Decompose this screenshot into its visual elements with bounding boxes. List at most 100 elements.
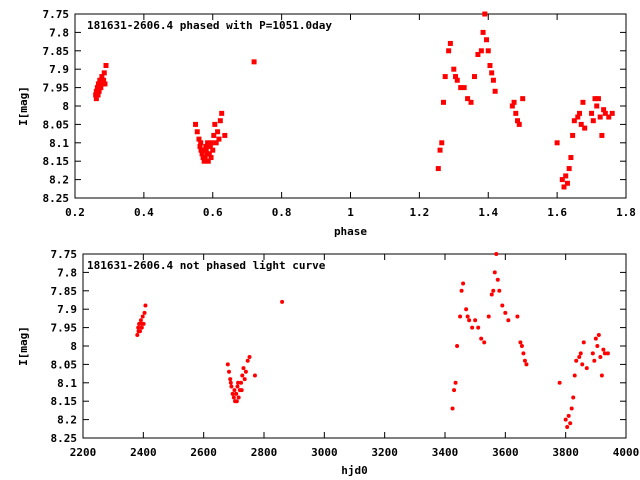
data-point [575,114,581,120]
x-tick-label: 2400 [130,446,157,459]
data-point [609,110,615,116]
data-point [234,399,239,404]
data-point [235,384,240,389]
data-point [601,347,606,352]
data-point [93,88,99,94]
x-axis-label: hjd0 [341,464,368,477]
data-point [203,143,209,149]
data-point [239,380,244,385]
data-point [240,373,245,378]
data-point [193,121,199,127]
data-point [210,147,216,153]
plot-frame [82,253,627,439]
data-point [216,136,222,142]
data-point [197,143,203,149]
data-point [592,358,597,363]
data-point [485,48,491,54]
data-point [554,140,560,146]
y-tick-label: 7.85 [51,285,78,298]
data-point [509,103,515,109]
y-tick-label: 7.75 [51,248,78,261]
x-tick-label: 3800 [552,446,579,459]
data-point [468,99,474,105]
data-point [231,395,236,400]
data-point [563,173,569,179]
data-point [96,88,102,94]
data-point [135,332,140,337]
data-point [511,99,517,105]
y-tick-label: 8.15 [43,155,70,168]
y-axis-label: I[mag] [17,86,30,126]
data-point [521,351,526,356]
x-tick-label: 0.4 [134,206,154,219]
data-point [580,99,586,105]
data-point [458,85,464,91]
y-tick-label: 7.8 [49,26,69,39]
y-tick-label: 8.15 [51,395,78,408]
data-point [601,107,607,113]
data-point [571,118,577,124]
data-point [97,77,103,83]
data-point [450,406,455,411]
data-point [236,395,241,400]
data-point [563,417,568,422]
data-point [522,358,527,363]
data-point [440,99,446,105]
data-point [136,329,141,334]
data-point [593,336,598,341]
data-point [561,184,567,190]
data-point [228,377,233,382]
x-tick-label: 3200 [371,446,398,459]
data-point [482,340,487,345]
x-tick-label: 0.8 [272,206,292,219]
data-point [581,340,586,345]
y-tick-label: 8.05 [51,358,78,371]
x-tick-label: 2600 [190,446,217,459]
data-point [519,344,524,348]
data-point [606,114,612,120]
data-point [453,74,459,80]
data-point [101,70,107,76]
data-point [143,303,148,308]
data-point [559,177,565,183]
data-point [251,59,257,65]
data-point [478,48,484,54]
data-point [497,288,502,293]
x-tick-label: 3600 [492,446,519,459]
x-tick-label: 1.2 [409,206,429,219]
data-point [491,288,496,293]
data-point [247,355,252,360]
data-point [571,395,576,400]
plot-title: 181631-2606.4 not phased light curve [87,259,326,272]
data-point [201,147,207,153]
data-point [198,147,204,153]
data-point [207,143,213,149]
y-tick-label: 8.1 [49,137,69,150]
data-point [435,166,441,172]
data-point [136,325,141,330]
data-point [492,270,497,275]
data-point [577,110,583,116]
data-point [592,96,598,102]
data-point [590,118,596,124]
data-point [473,318,478,323]
data-point [211,132,217,138]
data-point [140,314,145,319]
plot-title: 181631-2606.4 phased with P=1051.0day [87,19,332,32]
data-point [199,151,205,157]
data-point [476,325,481,330]
x-tick-label: 1.6 [547,206,567,219]
data-point [480,29,486,35]
data-point [577,355,582,360]
data-point [484,37,490,43]
data-point [446,48,452,54]
data-point [280,299,285,304]
data-point [102,81,108,87]
data-point [464,307,469,312]
data-point [578,121,584,127]
data-point [439,140,445,146]
data-point [490,77,496,83]
data-point [205,140,211,146]
data-point [598,355,603,360]
data-point [212,121,218,127]
